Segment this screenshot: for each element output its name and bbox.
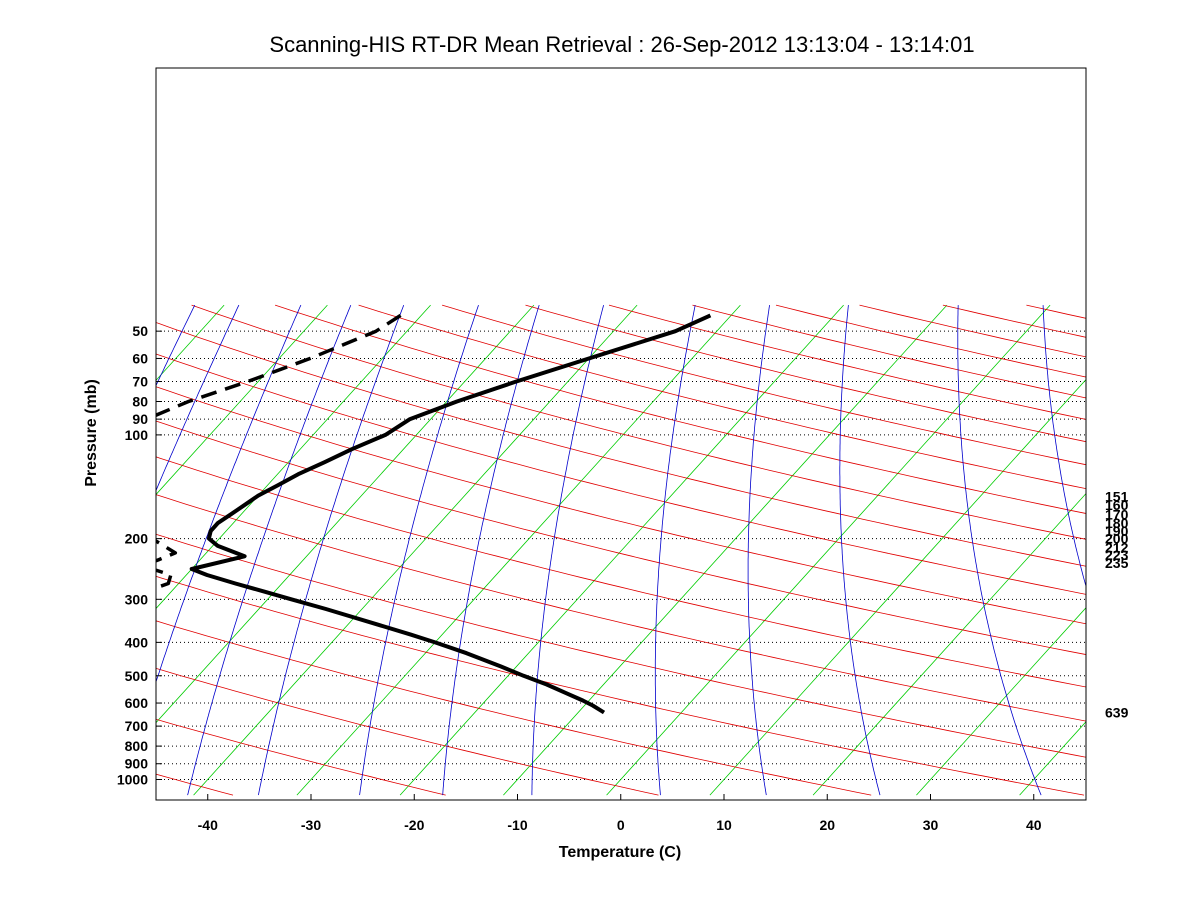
dry-adiabat-line [525,304,1086,443]
isotherm-line [709,378,1086,796]
level-label-200: 200 [1105,531,1129,547]
x-tick-label-20: 20 [819,817,835,833]
dry-adiabat-line [156,494,1086,722]
mixing-ratio-line [957,305,1042,796]
y-tick-label-600: 600 [125,695,149,711]
dry-adiabat-line [156,353,1086,595]
level-label-212: 212 [1105,539,1129,555]
profile-series [156,313,712,715]
mixing-ratio-line [258,304,405,796]
mixing-ratio-line [1125,305,1200,795]
x-tick-label--10: -10 [507,817,527,833]
isotherm-line [156,304,431,610]
y-tick-label-200: 200 [125,531,149,547]
isotherm-line [812,492,1086,796]
y-tick-label-900: 900 [125,756,149,772]
mixing-ratio-line [156,304,240,492]
x-tick-label-40: 40 [1026,817,1042,833]
isotherm-line [296,304,741,796]
level-label-180: 180 [1105,515,1129,531]
y-tick-label-90: 90 [132,411,148,427]
y-tick-label-400: 400 [125,634,149,650]
level-label-235: 235 [1105,555,1129,571]
isotherm-line [193,304,638,796]
level-label-160: 160 [1105,497,1129,513]
isotherm-line [156,304,535,724]
x-tick-label-0: 0 [617,817,625,833]
y-tick-label-80: 80 [132,394,148,410]
y-tick-label-300: 300 [125,591,149,607]
dry-adiabat-line [358,304,1086,490]
dry-adiabat-line [156,575,1085,796]
mixing-ratio-line [747,305,770,796]
dry-adiabat-line [156,533,1086,758]
dry-adiabat-line [156,667,659,796]
dry-adiabat-line [156,456,1086,688]
x-tick-label-10: 10 [716,817,732,833]
temperature-profile-line [189,313,712,715]
mixing-ratio-line [187,304,352,796]
y-tick-label-800: 800 [125,738,149,754]
axes: 5060708090100200300400500600700800900100… [117,323,1129,833]
x-axis-label: Temperature (C) [559,844,681,861]
y-tick-label-70: 70 [132,374,148,390]
dry-adiabat-line [191,304,1086,540]
dry-adiabat-line [608,304,1086,420]
x-tick-label--40: -40 [198,817,218,833]
y-axis-label: Pressure (mb) [83,379,100,487]
mixing-ratio-line [0,305,101,795]
mixing-ratio-line [531,304,604,796]
dry-adiabat-line [156,420,1086,655]
y-tick-label-700: 700 [125,718,149,734]
dry-adiabat-line [441,304,1086,466]
isotherm-line [0,305,121,795]
gridlines [0,304,1086,796]
level-label-223: 223 [1105,547,1129,563]
x-tick-label--30: -30 [301,817,321,833]
isotherm-line [503,304,948,796]
mixing-ratio-line [654,305,696,796]
y-tick-label-1000: 1000 [117,772,148,788]
mixing-ratio-line [0,305,64,795]
x-tick-label-30: 30 [923,817,939,833]
dry-adiabat-line [156,620,872,796]
chart-title: Scanning-HIS RT-DR Mean Retrieval : 26-S… [269,32,974,57]
x-tick-label--20: -20 [404,817,424,833]
mixing-ratio-line [1042,305,1086,588]
isotherm-line [916,607,1086,796]
dry-adiabat-line [274,304,1086,514]
dry-adiabat-line [692,304,1086,399]
y-tick-label-100: 100 [125,427,149,443]
level-label-639: 639 [1105,704,1129,720]
dry-adiabat-line [1193,305,1200,795]
y-tick-label-50: 50 [132,323,148,339]
mixing-ratio-line [359,304,479,796]
level-label-151: 151 [1105,489,1129,505]
isotherm-line [399,304,844,796]
mixing-ratio-line [156,304,302,684]
y-tick-label-60: 60 [132,350,148,366]
mixing-ratio-line [839,305,881,796]
level-label-170: 170 [1105,506,1129,522]
mixing-ratio-line [0,305,28,795]
y-tick-label-500: 500 [125,668,149,684]
isotherm-line [0,305,18,795]
mixing-ratio-line [442,304,540,796]
level-label-190: 190 [1105,523,1129,539]
dry-adiabat-line [156,322,1086,567]
